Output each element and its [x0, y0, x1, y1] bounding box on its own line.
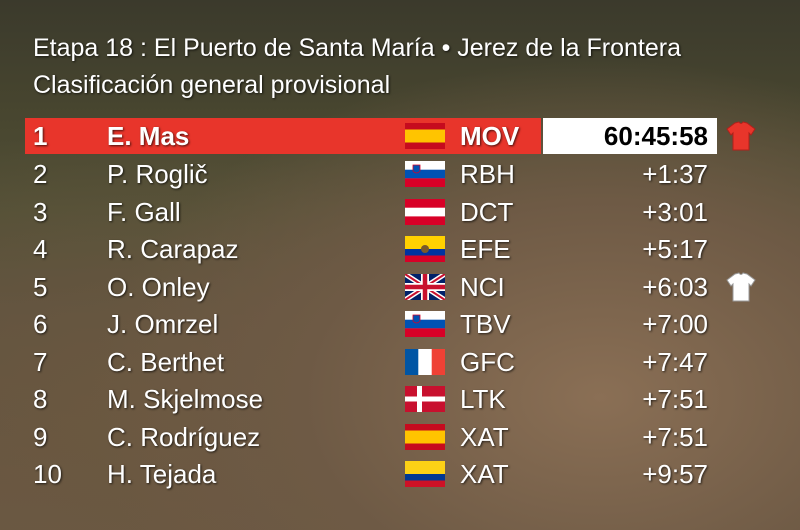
- position: 1: [33, 121, 48, 151]
- standing-row: 4 R. Carapaz EFE +5:17: [0, 231, 800, 267]
- standing-row: 8 M. Skjelmose LTK +7:51: [0, 381, 800, 417]
- team: MOV: [460, 121, 520, 151]
- flag: [405, 123, 445, 149]
- position: 9: [33, 422, 48, 452]
- rider-name: F. Gall: [107, 197, 181, 227]
- rider-name: M. Skjelmose: [107, 384, 264, 414]
- team: LTK: [460, 384, 506, 414]
- subtitle: Clasificación general provisional: [33, 71, 391, 99]
- team: GFC: [460, 347, 515, 377]
- time: +5:17: [642, 234, 708, 264]
- flag: [405, 161, 445, 187]
- time: +7:47: [642, 347, 708, 377]
- flag: [405, 424, 445, 450]
- standing-row: 2 P. Roglič RBH +1:37: [0, 156, 800, 192]
- time: +7:51: [642, 422, 708, 452]
- standing-row: 7 C. Berthet GFC +7:47: [0, 344, 800, 380]
- rider-name: E. Mas: [107, 121, 190, 151]
- position: 5: [33, 272, 48, 302]
- team: DCT: [460, 197, 514, 227]
- position: 8: [33, 384, 48, 414]
- rider-name: H. Tejada: [107, 459, 217, 489]
- rider-name: R. Carapaz: [107, 234, 239, 264]
- rider-name: C. Berthet: [107, 347, 225, 377]
- position: 10: [33, 459, 62, 489]
- time-box: [543, 118, 717, 154]
- standing-row: 10 H. Tejada XAT +9:57: [0, 456, 800, 492]
- time: +6:03: [642, 272, 708, 302]
- flag: [405, 386, 445, 412]
- team: TBV: [460, 309, 511, 339]
- time: +1:37: [642, 159, 708, 189]
- stage-title: Etapa 18 : El Puerto de Santa María • Je…: [33, 34, 681, 62]
- team: XAT: [460, 422, 509, 452]
- position: 3: [33, 197, 48, 227]
- flag: [405, 349, 445, 375]
- team: RBH: [460, 159, 515, 189]
- time: +7:51: [642, 384, 708, 414]
- standing-row: 3 F. Gall DCT +3:01: [0, 194, 800, 230]
- position: 6: [33, 309, 48, 339]
- leader-bar: [25, 118, 541, 154]
- rider-name: C. Rodríguez: [107, 422, 261, 452]
- standing-row: 5 O. Onley NCI +6:03: [0, 269, 800, 305]
- position: 2: [33, 159, 48, 189]
- flag: [405, 199, 445, 225]
- flag: [405, 236, 445, 262]
- team: XAT: [460, 459, 509, 489]
- standing-row: 1 E. Mas MOV 60:45:58: [0, 118, 800, 154]
- flag: [405, 311, 445, 337]
- standing-row: 9 C. Rodríguez XAT +7:51: [0, 419, 800, 455]
- rider-name: J. Omrzel: [107, 309, 219, 339]
- flag: [405, 461, 445, 487]
- team: NCI: [460, 272, 505, 302]
- standing-row: 6 J. Omrzel TBV +7:00: [0, 306, 800, 342]
- time: +9:57: [642, 459, 708, 489]
- youth-jersey: [726, 272, 756, 302]
- team: EFE: [460, 234, 511, 264]
- rider-name: O. Onley: [107, 272, 210, 302]
- position: 4: [33, 234, 48, 264]
- leader-jersey: [726, 121, 756, 151]
- flag: [405, 274, 445, 300]
- time: +3:01: [642, 197, 708, 227]
- time: 60:45:58: [603, 121, 708, 151]
- time: +7:00: [642, 309, 708, 339]
- rider-name: P. Roglič: [107, 159, 208, 189]
- position: 7: [33, 347, 48, 377]
